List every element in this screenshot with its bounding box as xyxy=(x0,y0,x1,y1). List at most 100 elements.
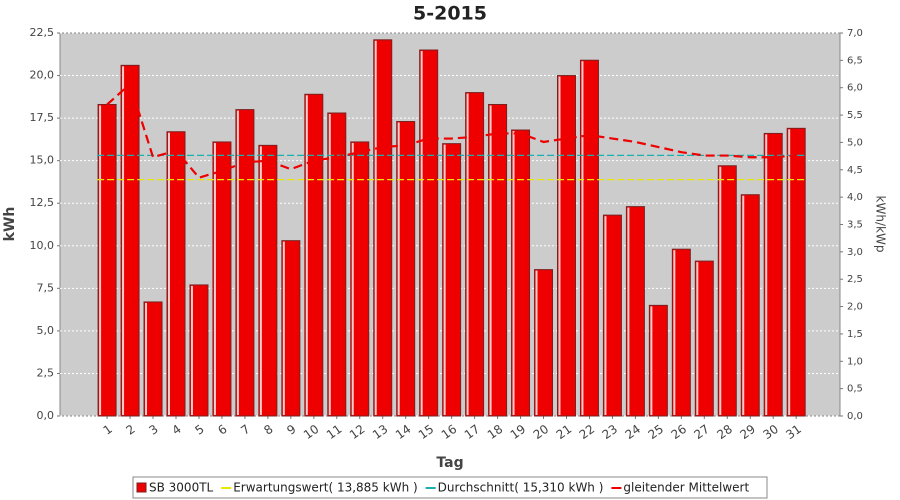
y-tick-label: 7,5 xyxy=(37,281,55,294)
y2-axis-label: kWh/kWp xyxy=(874,196,888,253)
bar xyxy=(625,206,645,417)
bar xyxy=(534,269,554,417)
legend-swatch xyxy=(136,482,147,493)
bar xyxy=(350,141,370,417)
x-axis-label: Tag xyxy=(436,455,463,471)
y2-tick-label: 0,5 xyxy=(847,384,863,395)
bar xyxy=(786,127,806,417)
x-tick-label: 11 xyxy=(324,422,345,442)
legend-label: gleitender Mittelwert xyxy=(623,481,749,495)
x-tick-label: 28 xyxy=(714,422,735,442)
bar-highlight xyxy=(535,270,538,415)
bar-highlight xyxy=(122,66,125,415)
bar xyxy=(166,131,186,417)
y2-tick-label: 6,0 xyxy=(847,83,863,94)
x-tick-label: 18 xyxy=(485,422,506,442)
bar-highlight xyxy=(742,195,745,415)
x-tick-label: 29 xyxy=(737,422,758,442)
x-tick-label: 20 xyxy=(531,422,552,442)
x-tick-label: 7 xyxy=(238,422,252,438)
x-tick-label: 24 xyxy=(623,422,644,442)
bar xyxy=(189,284,209,417)
bar-highlight xyxy=(489,105,492,415)
bar xyxy=(717,165,737,417)
x-tick-label: 23 xyxy=(600,422,621,442)
y-tick-label: 15,0 xyxy=(30,154,55,167)
x-tick-label: 22 xyxy=(577,422,598,442)
bar xyxy=(143,301,163,417)
x-tick-label: 21 xyxy=(554,422,575,442)
bar-highlight xyxy=(374,40,377,415)
bar-highlight xyxy=(673,250,676,415)
bar-highlight xyxy=(351,142,354,416)
y2-tick-label: 1,0 xyxy=(847,356,863,367)
x-tick-label: 27 xyxy=(691,422,712,442)
y2-tick-label: 3,0 xyxy=(847,247,863,258)
bar-highlight xyxy=(650,306,653,415)
y2-tick-label: 3,5 xyxy=(847,220,863,231)
bar xyxy=(281,240,301,417)
bar xyxy=(442,143,462,417)
chart-title: 5-2015 xyxy=(413,3,487,25)
x-tick-label: 8 xyxy=(261,422,275,438)
y2-tick-label: 4,0 xyxy=(847,192,863,203)
x-tick-label: 26 xyxy=(669,422,690,442)
y-tick-label: 17,5 xyxy=(30,111,55,124)
bar-highlight xyxy=(99,105,102,415)
x-tick-label: 2 xyxy=(123,422,137,438)
bar-highlight xyxy=(236,110,239,415)
bar-highlight xyxy=(397,122,400,415)
bar xyxy=(120,64,140,417)
bar xyxy=(396,121,416,417)
x-tick-label: 16 xyxy=(439,422,460,442)
bar xyxy=(258,144,278,417)
x-tick-label: 14 xyxy=(393,422,414,442)
x-tick-label: 25 xyxy=(646,422,667,442)
y2-tick-label: 5,5 xyxy=(847,110,863,121)
y2-tick-label: 2,0 xyxy=(847,302,863,313)
x-tick-label: 17 xyxy=(462,422,483,442)
y2-tick-label: 6,5 xyxy=(847,55,863,66)
bar-highlight xyxy=(719,166,722,415)
bar-highlight xyxy=(696,262,699,415)
bar xyxy=(373,39,393,417)
bar-highlight xyxy=(167,132,170,415)
bar-highlight xyxy=(788,129,791,415)
y-tick-label: 10,0 xyxy=(30,239,55,252)
bar-highlight xyxy=(512,131,515,415)
bar-highlight xyxy=(145,302,148,415)
x-tick-label: 9 xyxy=(284,422,298,438)
bar xyxy=(579,59,599,417)
bar xyxy=(465,92,485,417)
bar-highlight xyxy=(190,285,193,415)
y-tick-label: 22,5 xyxy=(30,26,55,39)
bar xyxy=(694,260,714,417)
y-tick-label: 12,5 xyxy=(30,196,55,209)
bar xyxy=(648,304,668,417)
y-axis-label: kWh xyxy=(2,207,18,242)
y-tick-label: 0,0 xyxy=(37,409,55,422)
bar xyxy=(235,109,255,417)
x-tick-label: 10 xyxy=(301,422,322,442)
legend-box xyxy=(132,476,768,499)
bar xyxy=(488,103,508,417)
y2-tick-label: 0,0 xyxy=(847,411,863,422)
x-tick-label: 5 xyxy=(192,422,206,438)
bar-highlight xyxy=(328,114,331,415)
bar-highlight xyxy=(420,51,423,416)
legend-label: SB 3000TL xyxy=(149,481,214,495)
bar xyxy=(740,194,760,417)
y-tick-label: 20,0 xyxy=(30,69,55,82)
bar-highlight xyxy=(305,95,308,415)
x-tick-label: 4 xyxy=(169,422,183,438)
bar xyxy=(511,129,531,417)
x-tick-label: 3 xyxy=(146,422,160,438)
y2-tick-label: 7,0 xyxy=(847,28,863,39)
moving-average-line xyxy=(106,82,797,179)
bar-highlight xyxy=(282,241,285,415)
x-tick-label: 12 xyxy=(347,422,368,442)
bar-highlight xyxy=(213,142,216,416)
x-tick-label: 1 xyxy=(101,422,115,438)
bar-highlight xyxy=(604,216,607,415)
